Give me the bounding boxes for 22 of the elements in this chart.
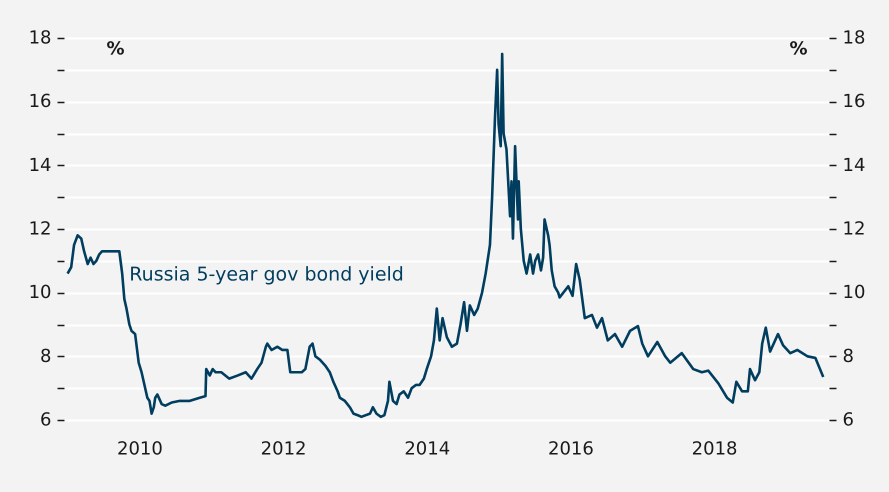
y-tick-label: 6 xyxy=(40,410,52,430)
y-tick-label: 10 xyxy=(28,282,52,304)
y-tick-label: 18 xyxy=(28,28,52,48)
y-axis-title: % xyxy=(106,38,125,60)
y2-tick-label: 6 xyxy=(842,410,854,430)
x-tick-label: 2016 xyxy=(548,438,594,460)
y2-tick-label: 10 xyxy=(842,282,866,304)
series-label: Russia 5-year gov bond yield xyxy=(129,263,404,286)
x-tick-label: 2012 xyxy=(260,438,306,460)
y2-tick-label: 18 xyxy=(842,28,866,48)
y2-tick-label: 12 xyxy=(842,218,866,240)
y2-tick-label: 16 xyxy=(842,91,866,112)
y-tick-label: 14 xyxy=(28,154,52,176)
y-tick-label: 12 xyxy=(28,218,52,240)
x-tick-label: 2018 xyxy=(692,438,738,460)
y2-tick-label: 8 xyxy=(842,346,854,367)
x-tick-label: 2014 xyxy=(404,438,450,460)
y2-axis-title: % xyxy=(789,38,808,60)
y-tick-label: 8 xyxy=(40,346,52,367)
x-tick-label: 2010 xyxy=(117,438,163,460)
y-tick-label: 16 xyxy=(28,91,52,112)
y2-tick-label: 14 xyxy=(842,154,866,176)
